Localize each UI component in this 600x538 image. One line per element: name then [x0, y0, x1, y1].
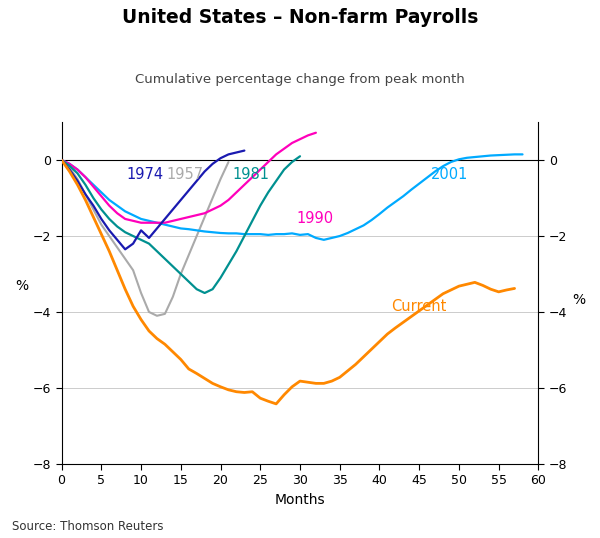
- Text: Current: Current: [391, 299, 447, 314]
- Text: United States – Non-farm Payrolls: United States – Non-farm Payrolls: [122, 8, 478, 27]
- Text: 1990: 1990: [296, 211, 333, 226]
- Y-axis label: %: %: [15, 279, 28, 293]
- Text: Source: Thomson Reuters: Source: Thomson Reuters: [12, 520, 163, 533]
- Y-axis label: %: %: [572, 293, 585, 307]
- X-axis label: Months: Months: [275, 493, 325, 507]
- Text: 1981: 1981: [232, 167, 269, 182]
- Text: 2001: 2001: [431, 167, 469, 182]
- Text: 1974: 1974: [127, 167, 164, 182]
- Text: 1957: 1957: [166, 167, 203, 182]
- Title: Cumulative percentage change from peak month: Cumulative percentage change from peak m…: [135, 73, 465, 86]
